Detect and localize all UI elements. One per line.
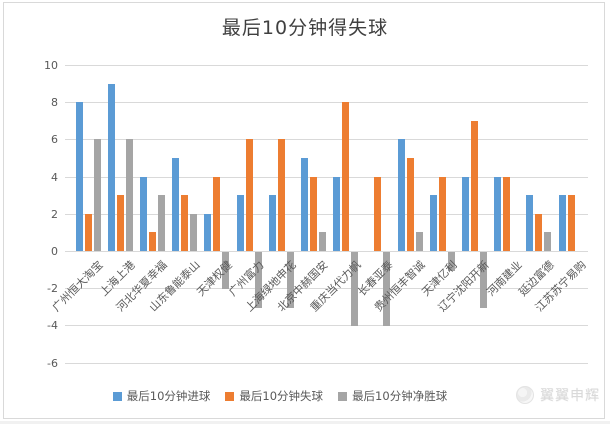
watermark-text: 翼翼申辉 [540,388,600,404]
y-tick-label: 4 [51,170,58,184]
bar [479,252,487,308]
bar [213,176,221,251]
bar [461,176,469,251]
bar [374,176,382,251]
legend-item-goals-conceded: 最后10分钟失球 [225,388,323,404]
bar [503,176,511,251]
bar [406,158,414,251]
legend-label: 最后10分钟失球 [239,389,324,403]
y-tick-label: 8 [51,96,58,110]
bar [351,252,359,327]
legend-item-goals-scored: 最后10分钟进球 [112,388,211,404]
legend-swatch-blue-icon [112,391,122,401]
bar [309,176,317,251]
bar [558,195,566,251]
bar [172,158,180,251]
gridline [65,65,588,66]
bar [268,195,276,251]
bar [544,232,552,251]
bar [148,232,156,251]
y-tick-label: 10 [44,59,58,72]
bar [286,252,294,308]
x-category-label: 河南建业 [483,258,525,299]
bar [139,176,147,251]
legend-swatch-orange-icon [225,391,235,401]
legend-label: 最后10分钟进球 [126,389,211,403]
bar [236,195,244,251]
legend-item-net-goals: 最后10分钟净胜球 [338,388,447,404]
legend-label: 最后10分钟净胜球 [352,389,448,403]
y-tick-label: -4 [47,319,58,333]
bar [107,83,115,251]
bar [75,102,83,251]
bar [93,139,101,251]
bar [470,120,478,251]
gridline [65,176,588,178]
bar [438,176,446,251]
bar [429,195,437,251]
bar [567,195,575,251]
gridline [65,362,588,364]
bar [397,139,405,251]
bar [125,139,133,251]
bar [277,139,285,251]
watermark-logo-icon [516,386,534,404]
bar [245,139,253,251]
gridline [65,251,588,252]
legend: 最后10分钟进球 最后10分钟失球 最后10分钟净胜球 [0,388,560,404]
bar [535,213,543,251]
y-tick-label: 6 [51,133,58,147]
bar [342,102,350,251]
bar [333,176,341,251]
watermark: 翼翼申辉 [516,385,600,405]
bar [318,232,326,251]
y-tick-label: 0 [51,245,58,258]
bar [222,252,230,290]
bar [181,195,189,251]
gridline [65,102,588,104]
bar [300,158,308,251]
bar [383,252,391,327]
chart-title: 最后10分钟得失球 [221,17,389,39]
bar [116,195,124,251]
gridline [65,213,588,215]
bar [190,213,198,251]
bar [254,252,262,308]
legend-swatch-gray-icon [338,391,348,401]
gridline [65,325,588,327]
bar [84,213,92,251]
bar [526,195,534,251]
bar [415,232,423,251]
gridline [65,288,588,290]
gridline [65,139,588,141]
bar [447,252,455,271]
bar [494,176,502,251]
page-background-strip [0,421,610,424]
bar [204,213,212,251]
y-tick-label: -6 [47,356,58,370]
y-tick-label: 2 [51,207,58,221]
bar [157,195,165,251]
y-tick-label: -2 [47,282,58,296]
